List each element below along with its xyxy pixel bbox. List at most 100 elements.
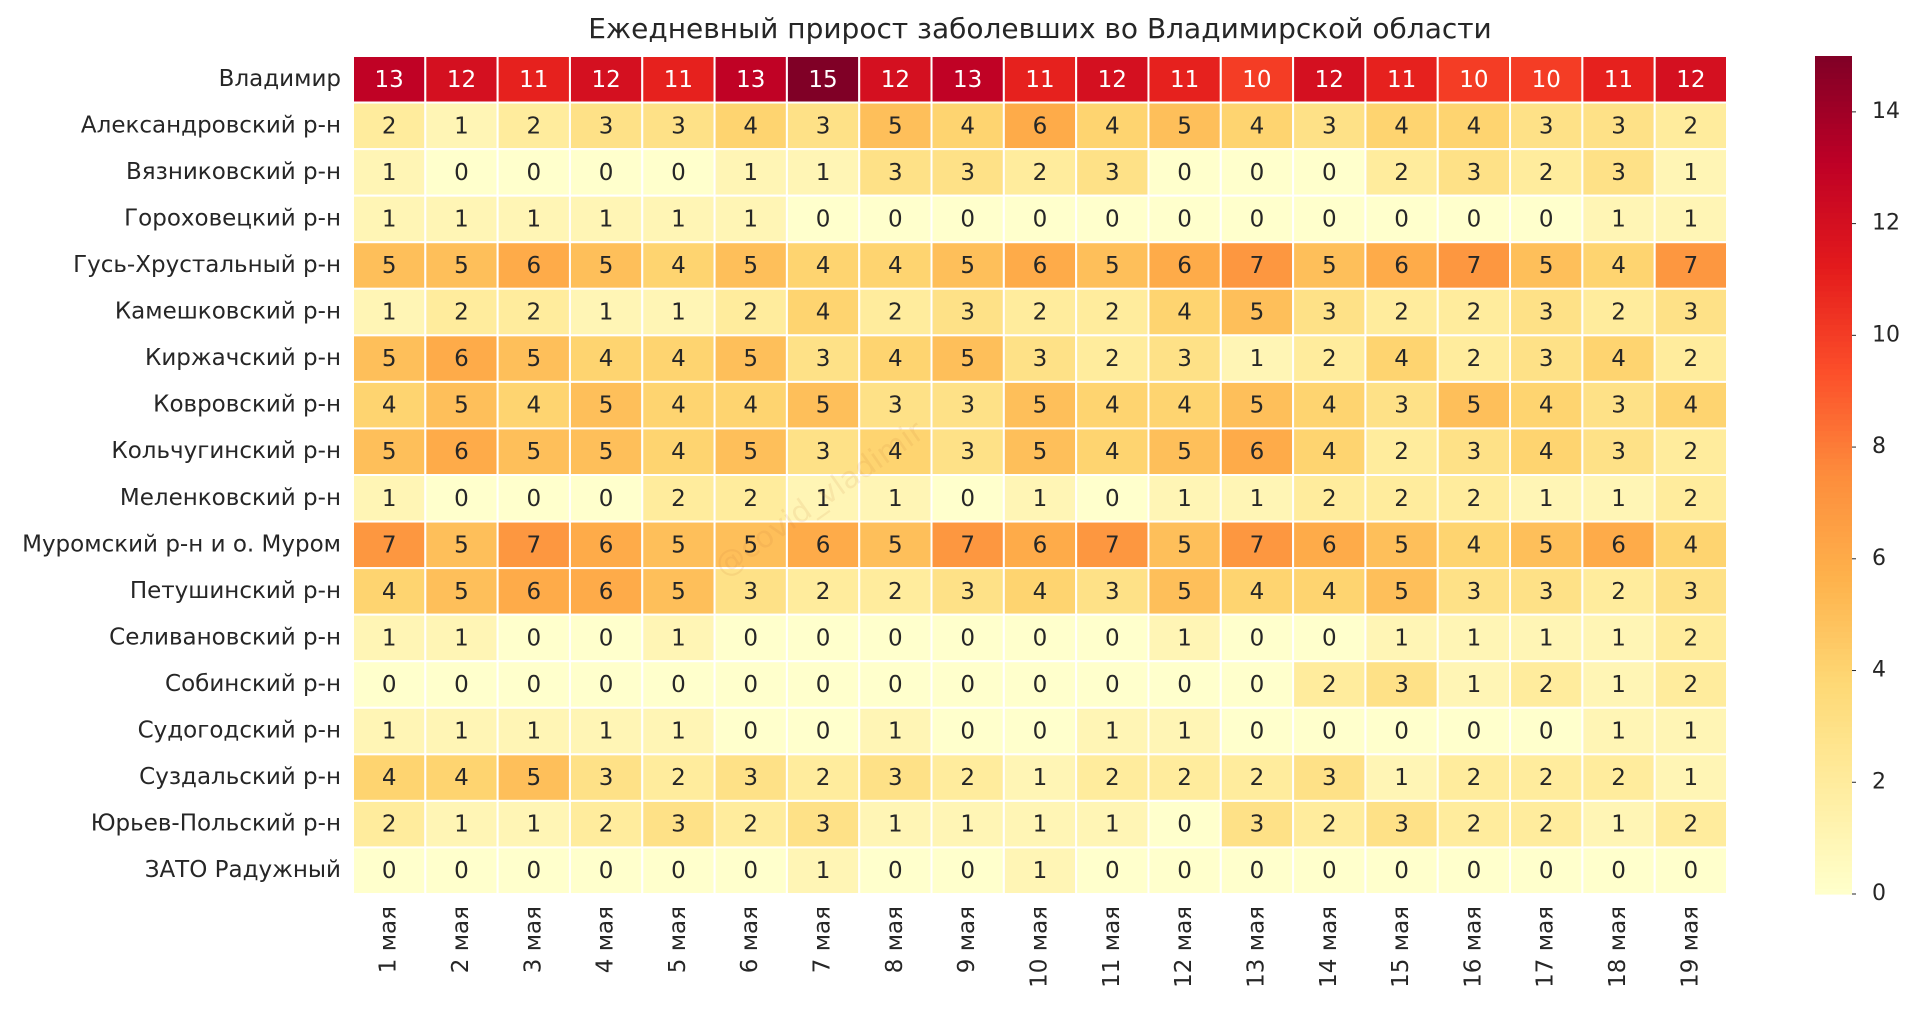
heatmap-cell [1147, 148, 1222, 197]
cell-label: 0 [816, 625, 831, 651]
cell-label: 1 [671, 206, 686, 232]
cell-label: 3 [1684, 300, 1699, 326]
cell-label: 3 [1611, 160, 1626, 186]
colorbar-step [1815, 413, 1852, 420]
y-tick-label: Селивановский р-н [109, 624, 341, 650]
cell-label: 0 [1322, 160, 1337, 186]
x-tick-label: 1 мая [376, 906, 402, 973]
heatmap-cell [1436, 660, 1512, 709]
heatmap-cell [1075, 660, 1150, 709]
heatmap-cell [785, 613, 861, 663]
heatmap-cell [568, 520, 644, 570]
cell-label: 5 [1177, 113, 1192, 139]
heatmap-cell [1292, 753, 1367, 802]
cell-label: 3 [1467, 160, 1482, 186]
y-tick-label: Муромский р-н и о. Муром [22, 531, 341, 557]
cell-label: 4 [960, 113, 975, 139]
heatmap-cell [1364, 660, 1439, 709]
heatmap-cell [713, 474, 788, 523]
colorbar-step [1815, 396, 1852, 403]
cell-label: 5 [816, 393, 831, 419]
cell-label: 3 [816, 439, 831, 465]
cell-label: 1 [1177, 625, 1192, 651]
heatmap-cell [568, 799, 644, 849]
heatmap-cell [641, 474, 716, 523]
heatmap-cell [1653, 474, 1728, 523]
cell-label: 1 [454, 719, 469, 745]
cell-label: 6 [599, 579, 614, 605]
colorbar-step [1815, 542, 1852, 549]
heatmap-cell [424, 753, 499, 802]
cell-label: 3 [960, 160, 975, 186]
cell-label: 3 [816, 346, 831, 372]
cell-label: 0 [599, 160, 614, 186]
cell-label: 4 [743, 393, 758, 419]
cell-label: 2 [1684, 672, 1699, 698]
colorbar-step [1815, 178, 1852, 186]
heatmap-cell [1075, 567, 1150, 616]
cell-label: 3 [1611, 113, 1626, 139]
cell-label: 12 [881, 67, 910, 93]
colorbar-step [1815, 424, 1852, 431]
cell-label: 7 [1467, 253, 1482, 279]
cell-label: 0 [1250, 672, 1265, 698]
y-tick-label: Киржачский р-н [145, 345, 341, 371]
heatmap-cell [1002, 148, 1078, 197]
cell-label: 5 [526, 765, 541, 791]
cell-label: 1 [1684, 765, 1699, 791]
cell-label: 1 [454, 113, 469, 139]
heatmap-cell [1292, 706, 1367, 756]
cell-label: 12 [1676, 67, 1705, 93]
colorbar-step [1815, 849, 1852, 856]
heatmap-cell [1147, 799, 1222, 849]
cell-label: 2 [1539, 672, 1554, 698]
cell-label: 2 [1394, 439, 1409, 465]
heatmap-cell [424, 101, 499, 151]
heatmap-cell [1147, 846, 1222, 896]
cell-label: 2 [526, 113, 541, 139]
cell-label: 4 [382, 393, 397, 419]
cell-label: 2 [816, 765, 831, 791]
heatmap-cell [1364, 613, 1439, 663]
colorbar-step [1815, 184, 1852, 191]
cell-label: 2 [1322, 812, 1337, 838]
cell-label: 2 [1322, 672, 1337, 698]
cell-label: 4 [454, 765, 469, 791]
colorbar-step [1815, 664, 1852, 672]
cell-label: 5 [1539, 253, 1554, 279]
cell-label: 1 [671, 719, 686, 745]
colorbar-tick-label: 2 [1872, 769, 1886, 794]
cell-label: 4 [1322, 439, 1337, 465]
cell-label: 0 [671, 858, 686, 884]
colorbar-step [1815, 391, 1852, 398]
heatmap-cell [1364, 334, 1439, 383]
heatmap-cell [1509, 287, 1584, 337]
colorbar-step [1815, 430, 1852, 437]
heatmap-cell [1147, 194, 1222, 244]
colorbar-step [1815, 731, 1852, 739]
cell-label: 5 [888, 113, 903, 139]
heatmap-cell [1075, 706, 1150, 756]
cell-label: 2 [1611, 579, 1626, 605]
colorbar-step [1815, 782, 1852, 789]
colorbar-step [1815, 480, 1852, 487]
heatmap-cell [352, 287, 427, 337]
colorbar-step [1815, 212, 1852, 219]
colorbar-step [1815, 380, 1852, 387]
colorbar-step [1815, 787, 1852, 795]
cell-label: 0 [743, 625, 758, 651]
cell-label: 5 [1177, 439, 1192, 465]
heatmap-cell [641, 846, 716, 896]
colorbar-step [1815, 475, 1852, 482]
cell-label: 1 [1177, 486, 1192, 512]
cell-label: 0 [1033, 672, 1048, 698]
cell-label: 5 [599, 253, 614, 279]
heatmap-cell [1075, 846, 1150, 896]
cell-label: 5 [671, 579, 686, 605]
cell-label: 6 [1177, 253, 1192, 279]
cell-label: 0 [1684, 858, 1699, 884]
colorbar-tick-label: 0 [1872, 881, 1886, 906]
colorbar-step [1815, 67, 1852, 74]
heatmap-cell [496, 427, 571, 477]
